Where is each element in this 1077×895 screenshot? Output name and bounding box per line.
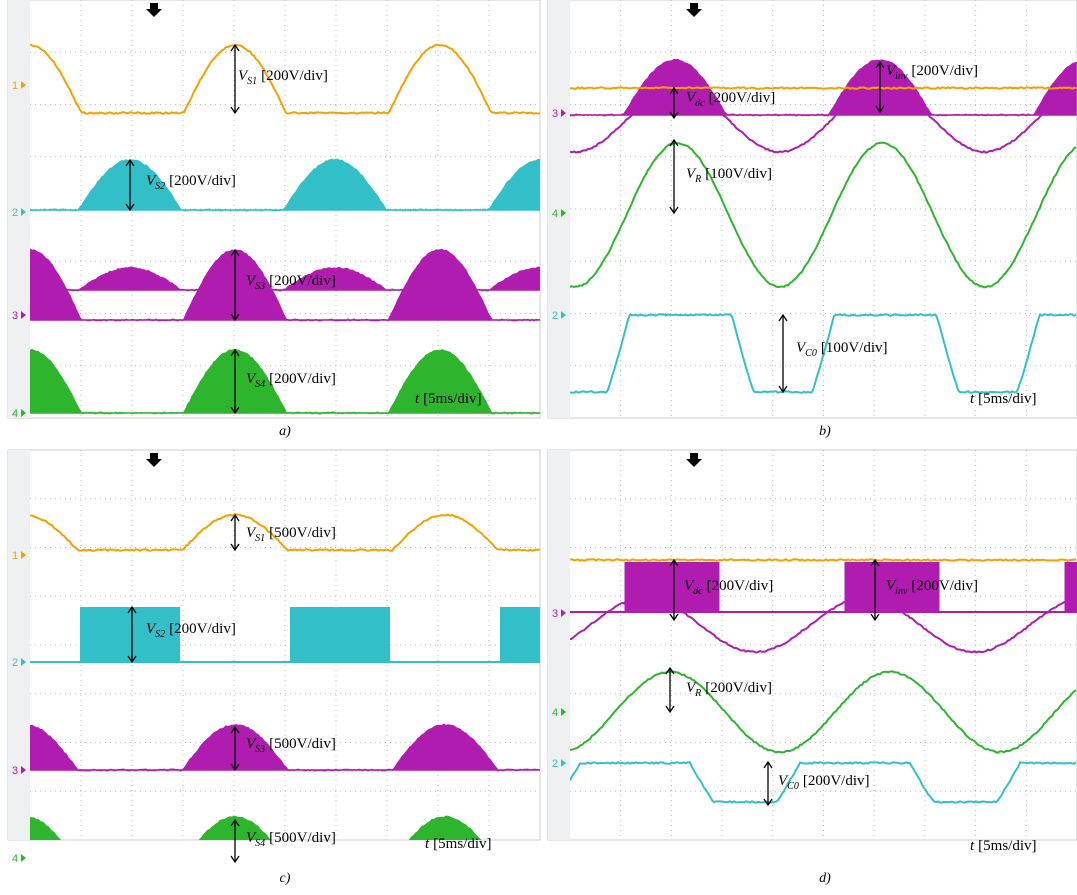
channel-marker: 3	[552, 108, 558, 120]
pwm-block	[1065, 562, 1077, 612]
scale: [100V/div]	[821, 340, 888, 356]
subscript: R	[694, 688, 701, 699]
channel-marker: 2	[12, 207, 18, 219]
channel-marker: 2	[552, 310, 558, 322]
scale: [200V/div]	[169, 621, 236, 637]
scale: [200V/div]	[269, 273, 336, 289]
scale: [500V/div]	[269, 736, 336, 752]
subscript: S4	[255, 838, 265, 849]
scale: [100V/div]	[705, 166, 772, 182]
scale: [200V/div]	[169, 173, 236, 189]
time-label: t[5ms/div]	[970, 838, 1037, 854]
subscript: inv	[895, 71, 908, 82]
scale: [200V/div]	[261, 68, 328, 84]
subscript: S4	[255, 379, 265, 390]
scale: [5ms/div]	[423, 391, 481, 407]
figure: 1234VS1[200V/div]VS2[200V/div]VS3[200V/d…	[0, 0, 1077, 895]
channel-strip	[548, 450, 570, 840]
subscript: inv	[895, 586, 908, 597]
channel-marker: 4	[552, 707, 558, 719]
caption: d)	[819, 871, 831, 886]
scale: [200V/div]	[269, 371, 336, 387]
subscript: C0	[787, 781, 799, 792]
channel-marker: 2	[12, 657, 18, 669]
scale: [200V/div]	[911, 578, 978, 594]
scale: [5ms/div]	[978, 838, 1036, 854]
channel-marker: 2	[552, 758, 558, 770]
caption: a)	[279, 424, 291, 439]
subscript: S2	[155, 629, 165, 640]
scale: [500V/div]	[269, 830, 336, 846]
time-label: t[5ms/div]	[425, 836, 492, 852]
subscript: S1	[247, 76, 257, 87]
channel-marker: 3	[12, 765, 18, 777]
subscript: S3	[255, 744, 265, 755]
pwm-block	[290, 607, 390, 662]
channel-marker: 1	[12, 80, 18, 92]
channel-strip	[8, 450, 30, 840]
channel-arrow	[21, 854, 26, 862]
scale: [200V/div]	[911, 63, 978, 79]
scale: [200V/div]	[803, 773, 870, 789]
channel-marker: 1	[12, 550, 18, 562]
scale: [200V/div]	[709, 90, 776, 106]
scale: [200V/div]	[705, 680, 772, 696]
subscript: R	[694, 174, 701, 185]
channel-marker: 4	[12, 853, 18, 865]
subscript: S1	[255, 533, 265, 544]
channel-marker: 3	[12, 310, 18, 322]
caption: c)	[280, 871, 291, 886]
scale: [5ms/div]	[978, 391, 1036, 407]
subscript: S2	[155, 181, 165, 192]
page: {"panels": [ {"caption": "a)", "channels…	[0, 0, 1077, 895]
subscript: C0	[805, 348, 817, 359]
scale: [5ms/div]	[433, 836, 491, 852]
channel-marker: 4	[552, 208, 558, 220]
channel-marker: 4	[12, 408, 18, 420]
caption: b)	[819, 424, 831, 439]
pwm-block	[625, 562, 720, 612]
scale: [200V/div]	[707, 578, 774, 594]
channel-marker: 3	[552, 608, 558, 620]
subscript: dc	[693, 586, 703, 597]
time-label: t[5ms/div]	[970, 391, 1037, 407]
time-label: t[5ms/div]	[415, 391, 482, 407]
scale: [500V/div]	[269, 525, 336, 541]
subscript: dc	[695, 98, 705, 109]
subscript: S3	[255, 281, 265, 292]
